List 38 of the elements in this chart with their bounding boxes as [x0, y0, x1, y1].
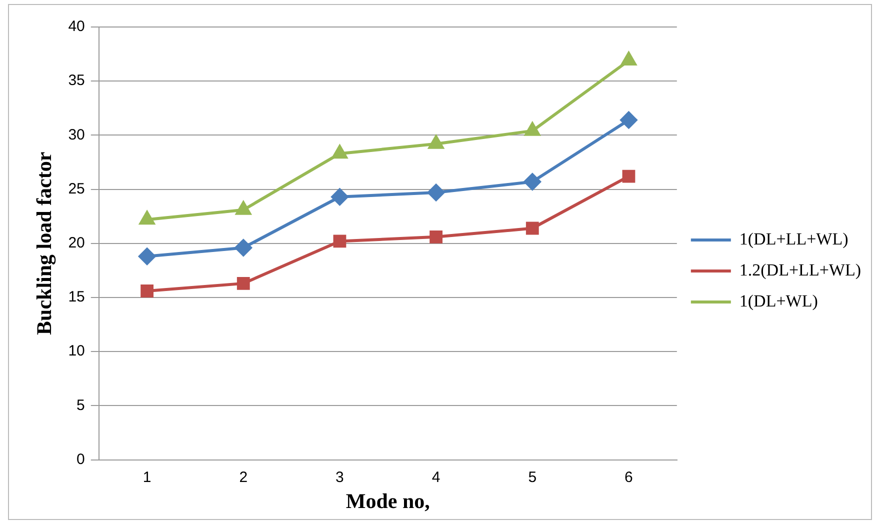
y-tick-label: 35 — [68, 72, 85, 90]
y-tick-label: 30 — [68, 126, 85, 144]
legend-label: 1.2(DL+LL+WL) — [739, 260, 862, 280]
point — [236, 201, 251, 215]
y-tick-label: 25 — [68, 180, 85, 198]
x-tick-label: 6 — [624, 468, 633, 486]
point — [139, 211, 155, 225]
point — [234, 239, 252, 256]
y-tick-label: 40 — [68, 18, 85, 36]
point — [236, 276, 250, 290]
point — [620, 112, 638, 129]
y-axis-title: Buckling load factor — [32, 152, 56, 335]
point — [138, 248, 156, 265]
point — [621, 52, 636, 66]
point — [622, 170, 636, 183]
point — [524, 173, 541, 190]
y-tick-label: 0 — [76, 450, 85, 468]
point — [526, 222, 539, 235]
point — [331, 188, 348, 206]
point — [428, 135, 444, 149]
y-tick-label: 10 — [68, 342, 85, 360]
x-tick-label: 1 — [142, 468, 152, 486]
point — [332, 145, 348, 159]
y-tick-label: 5 — [76, 396, 85, 414]
legend-label: 1(DL+WL) — [739, 291, 818, 310]
x-tick-label: 5 — [528, 468, 537, 486]
y-tick-label: 20 — [68, 234, 85, 252]
x-tick-label: 4 — [432, 468, 440, 486]
point — [333, 234, 346, 248]
point — [524, 122, 540, 136]
x-tick-label: 2 — [239, 468, 248, 486]
point — [430, 230, 443, 244]
legend-label: 1(DL+LL+WL) — [739, 229, 848, 248]
x-tick-label: 3 — [336, 468, 344, 486]
x-axis-title: Mode no, — [346, 488, 430, 513]
point — [140, 284, 154, 298]
point — [428, 184, 445, 202]
y-tick-label: 15 — [68, 288, 85, 306]
